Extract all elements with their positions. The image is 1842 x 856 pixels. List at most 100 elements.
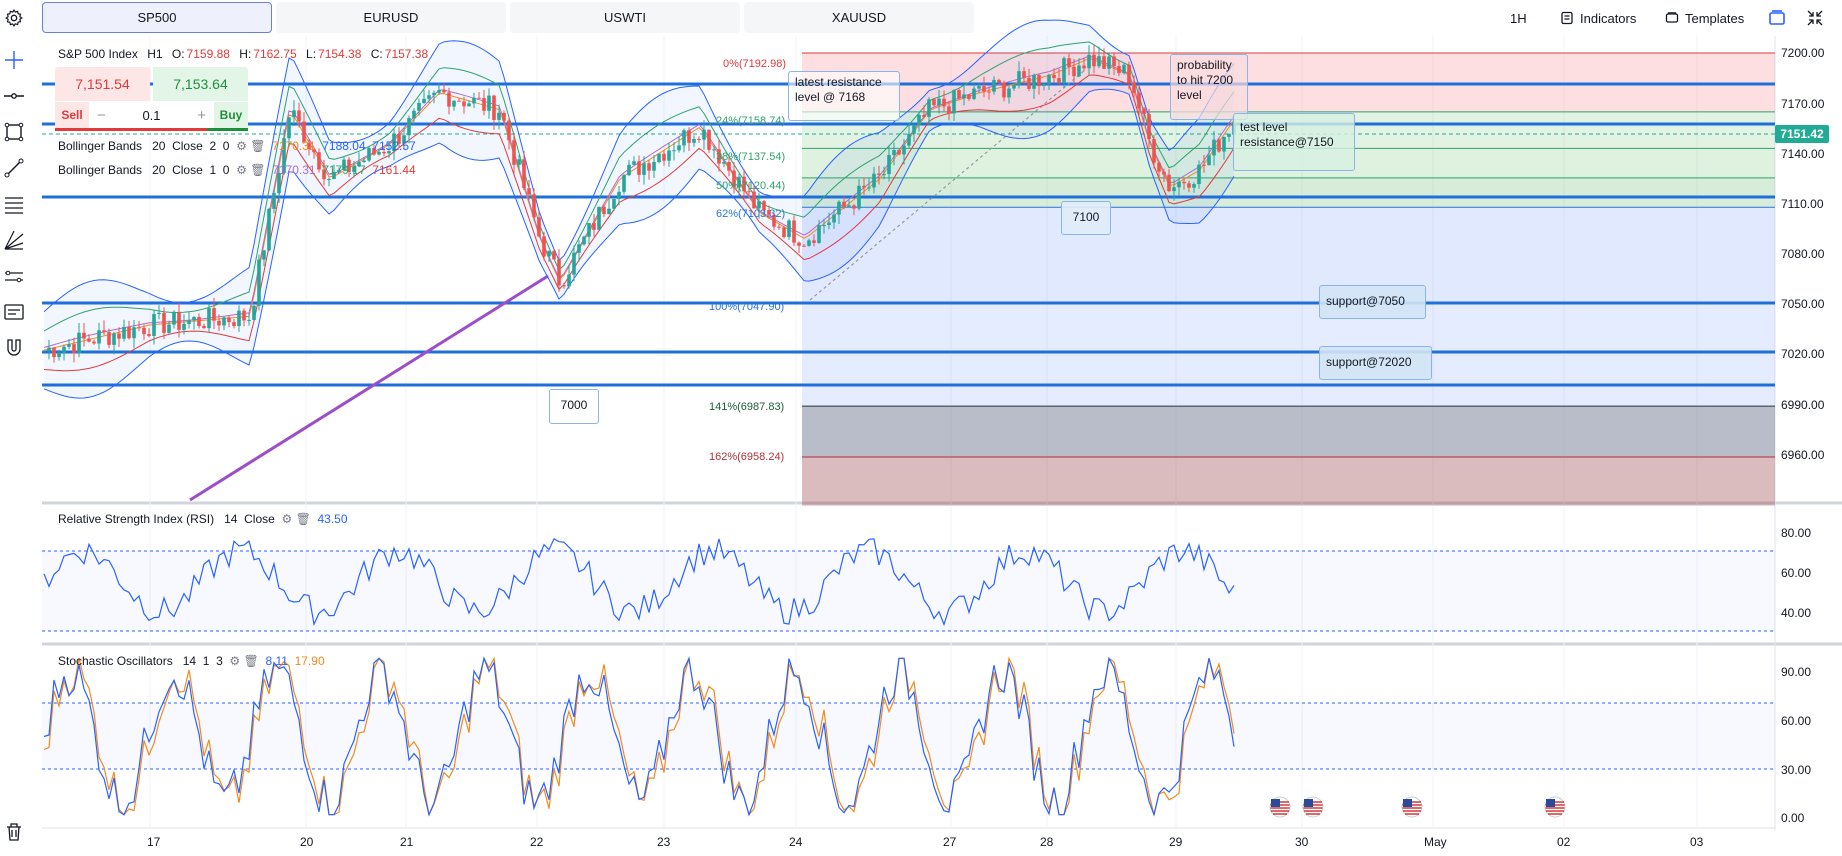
- buy-price-button[interactable]: 7,153.64: [153, 67, 248, 101]
- bb2-remove-icon[interactable]: 🗑: [250, 163, 269, 177]
- fib-tool[interactable]: [2, 192, 26, 216]
- candle-body: [592, 223, 596, 230]
- plus-button[interactable]: +: [197, 106, 206, 124]
- candle-body: [212, 308, 216, 321]
- sell-button[interactable]: Sell: [55, 102, 89, 128]
- candle-body: [797, 242, 801, 246]
- candle-body: [227, 317, 231, 323]
- settings-gear-icon[interactable]: [4, 8, 24, 28]
- note-7000[interactable]: 7000: [549, 389, 599, 424]
- tab-eurusd[interactable]: EURUSD: [276, 2, 506, 33]
- candle-body: [1207, 155, 1211, 166]
- layout-icon[interactable]: [1768, 9, 1786, 27]
- candle-body: [1072, 66, 1076, 77]
- candle-body: [357, 162, 361, 167]
- bb1-settings-icon[interactable]: ⚙: [232, 139, 251, 153]
- candle-body: [577, 244, 581, 253]
- interval-button[interactable]: 1H: [1510, 8, 1527, 28]
- note-support-72020[interactable]: support@72020: [1319, 346, 1432, 380]
- sell-price-button[interactable]: 7,151.54: [55, 67, 150, 101]
- current-price-tag: 7151.42: [1775, 125, 1829, 143]
- candle-body: [862, 185, 866, 188]
- candle-body: [157, 312, 161, 314]
- bb2-lower: 7161.44: [372, 163, 416, 177]
- buy-button[interactable]: Buy: [214, 102, 248, 128]
- rsi-remove-icon[interactable]: 🗑: [295, 512, 315, 526]
- candle-body: [562, 285, 566, 287]
- candle-body: [542, 236, 546, 257]
- indicators-button[interactable]: Indicators: [1560, 8, 1636, 28]
- candle-body: [762, 201, 766, 211]
- channel-tool[interactable]: [2, 264, 26, 288]
- bb2-settings-icon[interactable]: ⚙: [232, 163, 251, 177]
- candle-body: [337, 169, 341, 172]
- us-flag-icon[interactable]: [1269, 796, 1291, 818]
- stoch-remove-icon[interactable]: 🗑: [243, 654, 263, 668]
- candle-body: [222, 317, 226, 326]
- note-probability[interactable]: probability to hit 7200 level: [1170, 54, 1248, 120]
- candle-body: [1122, 64, 1126, 74]
- candle-body: [327, 178, 331, 180]
- candle-body: [107, 332, 111, 345]
- bb1-remove-icon[interactable]: 🗑: [250, 139, 269, 153]
- note-latest-resistance[interactable]: latest resistance level @ 7168: [788, 71, 900, 121]
- candle-body: [47, 347, 51, 351]
- candle-body: [1032, 75, 1036, 89]
- note-test-level[interactable]: test level resistance@7150: [1233, 113, 1355, 171]
- candle-body: [772, 214, 776, 227]
- note-support-7050[interactable]: support@7050: [1319, 285, 1426, 319]
- stoch-settings-icon[interactable]: ⚙: [226, 654, 244, 668]
- delete-tool[interactable]: [2, 820, 26, 844]
- symbol-legend: S&P 500 Index H1 O: 7159.88 H: 7162.75 L: 7…: [58, 47, 434, 61]
- rsi-settings-icon[interactable]: ⚙: [278, 512, 296, 526]
- quantity-stepper[interactable]: − 0.1 +: [89, 102, 214, 128]
- candle-body: [902, 145, 906, 155]
- candle-body: [942, 98, 946, 107]
- candle-body: [1107, 56, 1111, 69]
- text-tool[interactable]: [2, 300, 26, 324]
- candle-body: [387, 151, 391, 154]
- rsi-params: 14 Close: [224, 512, 275, 526]
- candle-body: [247, 319, 251, 321]
- candle-body: [472, 97, 476, 104]
- price-axis-label: 7020.00: [1781, 347, 1825, 361]
- candle-body: [897, 150, 901, 155]
- candle-body: [692, 138, 696, 143]
- pitchfork-tool[interactable]: [2, 228, 26, 252]
- candle-body: [922, 114, 926, 117]
- candle-body: [977, 86, 981, 89]
- price-axis-label: 7110.00: [1781, 197, 1824, 211]
- quantity-value[interactable]: 0.1: [142, 107, 161, 123]
- candle-body: [717, 149, 721, 164]
- rsi-line: [43, 537, 1235, 627]
- candle-body: [437, 90, 441, 93]
- us-flag-icon[interactable]: [1401, 796, 1423, 818]
- rectangle-tool[interactable]: [2, 120, 26, 144]
- us-flag-icon[interactable]: [1544, 796, 1566, 818]
- candle-body: [607, 208, 611, 215]
- fib-162-label: 162%(6958.24): [709, 451, 785, 463]
- minus-button[interactable]: −: [97, 106, 106, 124]
- trend-line-tool[interactable]: [2, 156, 26, 180]
- note-7100[interactable]: 7100: [1061, 201, 1111, 235]
- rsi-legend: Relative Strength Index (RSI) 14 Close ⚙…: [58, 512, 348, 526]
- tab-sp500[interactable]: SP500: [42, 2, 272, 33]
- templates-button[interactable]: Templates: [1665, 8, 1744, 28]
- tab-uswti[interactable]: USWTI: [510, 2, 740, 33]
- price-axis-label: 7080.00: [1781, 247, 1825, 261]
- magnet-tool[interactable]: [2, 336, 26, 360]
- bb2-params: 20 Close 1 0: [152, 163, 230, 177]
- collapse-icon[interactable]: [1806, 9, 1824, 27]
- candle-body: [487, 95, 491, 111]
- candle-body: [912, 124, 916, 134]
- horizontal-line-tool[interactable]: [2, 84, 26, 108]
- time-axis-label: 02: [1557, 835, 1571, 849]
- candle-body: [1142, 108, 1146, 115]
- candle-body: [362, 160, 366, 163]
- candle-body: [1202, 164, 1206, 166]
- candle-body: [612, 199, 616, 209]
- us-flag-icon[interactable]: [1302, 796, 1324, 818]
- tab-xauusd[interactable]: XAUUSD: [744, 2, 974, 33]
- crosshair-tool[interactable]: [2, 48, 26, 72]
